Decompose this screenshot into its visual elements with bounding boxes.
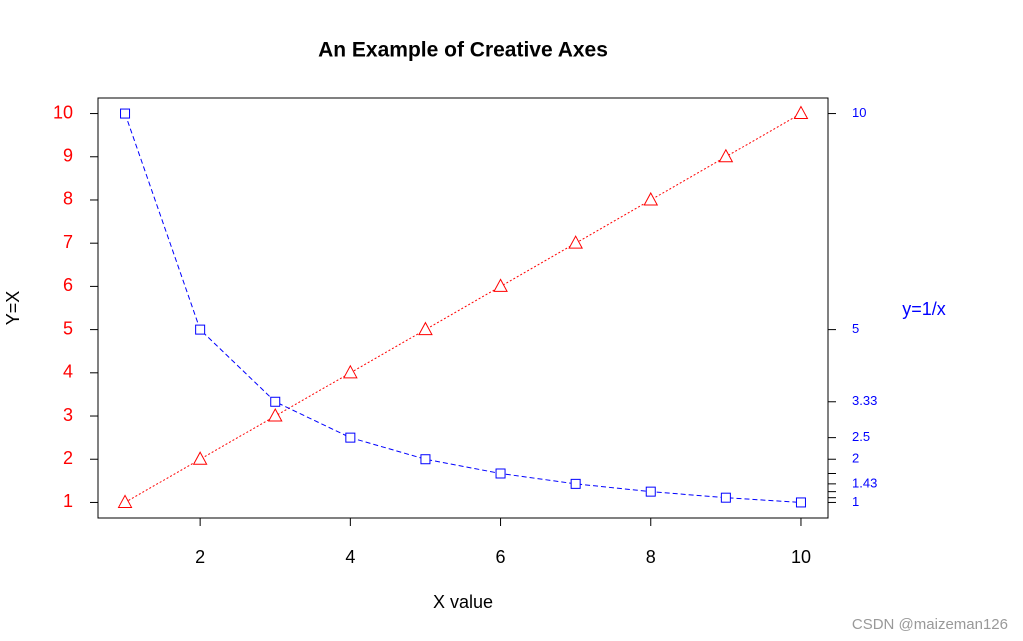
marker [493,278,508,292]
y-tick-label: 8 [63,189,73,209]
marker [718,148,734,163]
marker [495,468,506,479]
y2-tick-label: 1 [852,494,859,509]
marker [270,396,281,407]
y-tick-label: 5 [63,318,73,338]
series-line [124,113,801,503]
plot-frame [97,97,829,519]
marker [420,454,431,465]
marker [720,492,731,503]
marker [795,497,806,508]
marker [645,486,656,497]
y-tick-label: 2 [63,448,73,468]
y2-tick-label: 1.43 [852,475,877,490]
y-tick-label: 4 [63,362,73,382]
marker [120,108,131,119]
x-tick-label: 6 [496,547,506,567]
x-tick-label: 4 [345,547,355,567]
y2-tick-label: 3.33 [852,393,877,408]
y-axis-label: Y=X [3,291,23,326]
y2-tick-label: 2 [852,451,859,466]
x-axis-label: X value [433,592,493,612]
marker [192,451,208,465]
y-tick-label: 10 [53,102,73,122]
y2-tick-label: 10 [852,105,866,120]
series-line [124,113,802,503]
x-tick-label: 8 [646,547,656,567]
y-tick-label: 3 [63,405,73,425]
marker [568,235,583,249]
x-tick-label: 2 [195,547,205,567]
y2-tick-label: 2.5 [852,429,870,444]
watermark: CSDN @maizeman126 [852,616,1008,633]
marker [267,407,283,422]
marker [418,321,433,336]
y2-axis-label: y=1/x [902,299,946,319]
marker [195,324,206,335]
y-tick-label: 7 [63,232,73,252]
y-tick-label: 1 [63,491,73,511]
marker [343,364,358,379]
marker [570,478,581,489]
y2-tick-label: 5 [852,321,859,336]
y-tick-label: 9 [63,146,73,166]
chart-title: An Example of Creative Axes [318,39,608,62]
y-tick-label: 6 [63,275,73,295]
marker [345,432,356,443]
marker [793,105,809,120]
marker [643,191,659,206]
x-tick-label: 10 [791,547,811,567]
marker [117,494,133,508]
